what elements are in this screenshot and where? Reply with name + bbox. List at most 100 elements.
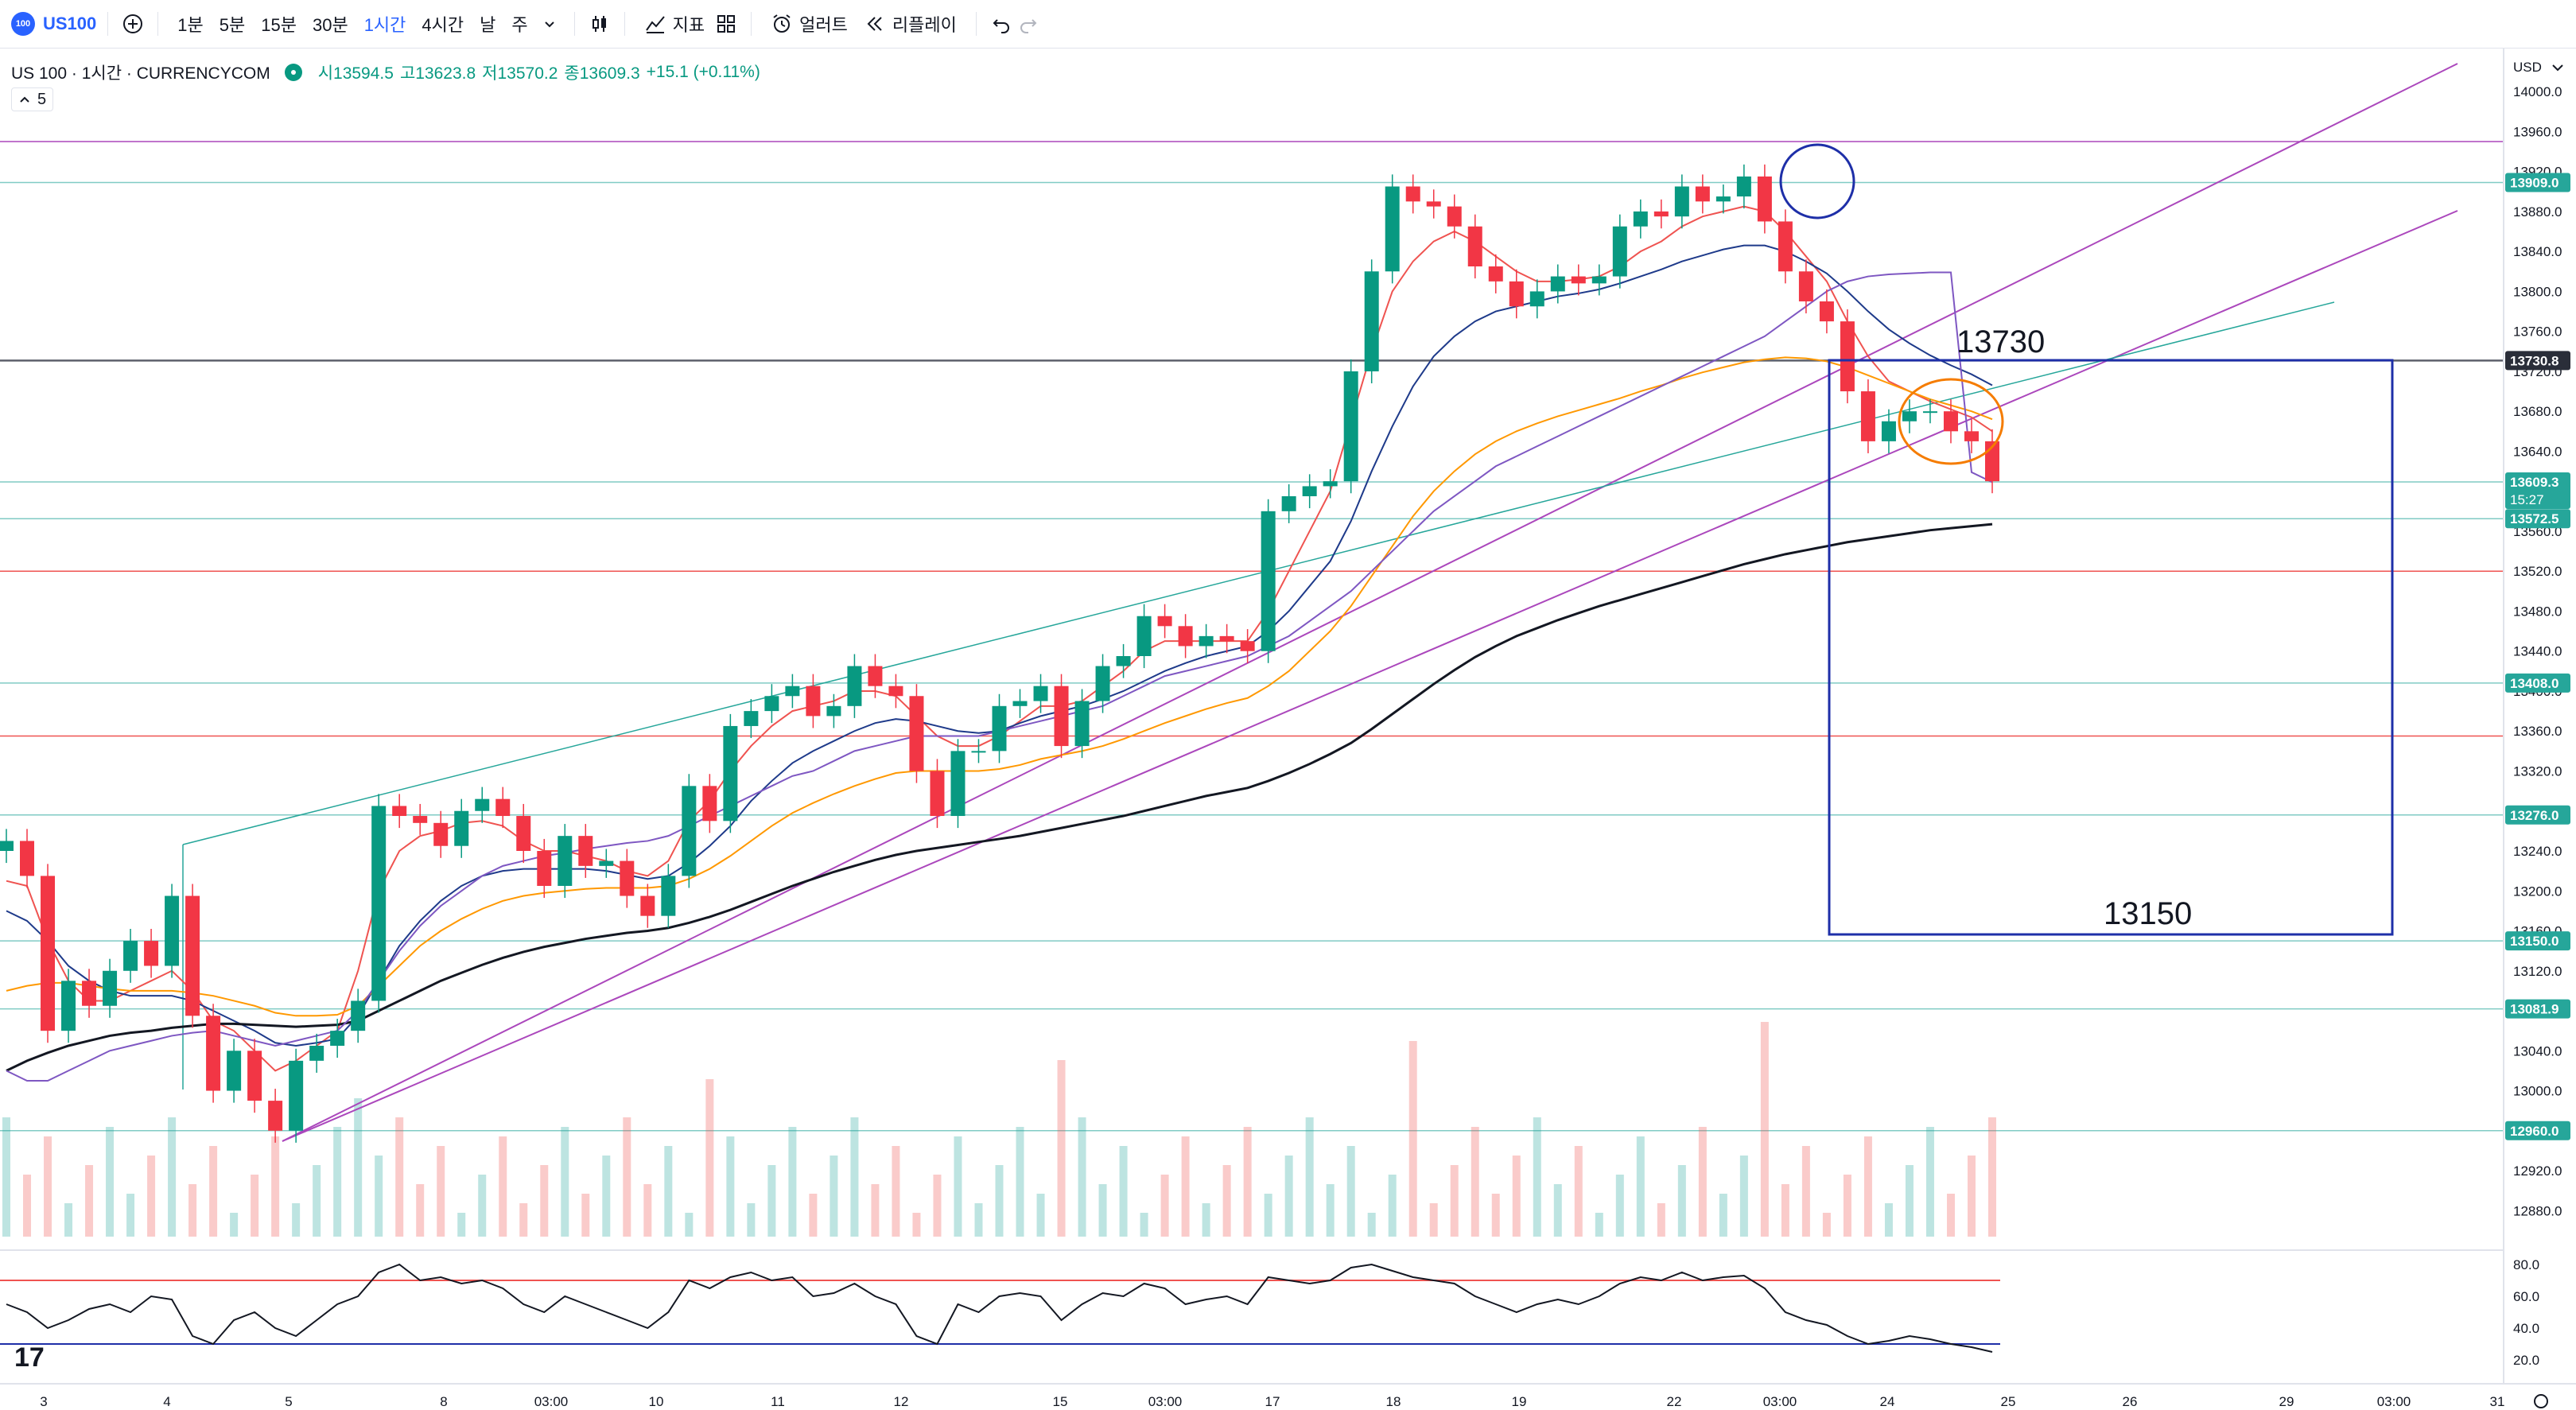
price-level-label: 12960.0 xyxy=(2510,1124,2559,1139)
compare-add-symbol-button[interactable] xyxy=(119,10,146,37)
volume-bar xyxy=(1160,1175,1169,1237)
time-tick-label: 03:00 xyxy=(534,1394,569,1409)
volume-bar xyxy=(1574,1146,1583,1237)
candle-body xyxy=(1323,481,1338,487)
price-level-label: 13408.0 xyxy=(2510,676,2559,691)
volume-bar xyxy=(519,1203,528,1237)
time-tick-label: 29 xyxy=(2279,1394,2294,1409)
candle-body xyxy=(909,696,924,771)
volume-bar xyxy=(1429,1203,1438,1237)
volume-bar xyxy=(912,1213,921,1237)
candle-body xyxy=(1591,276,1607,284)
candle-body xyxy=(1612,226,1627,277)
legend-close: 종13609.3 xyxy=(564,64,640,83)
candle-body xyxy=(1178,626,1193,647)
price-level-label: 13572.5 xyxy=(2510,511,2559,526)
candle-body xyxy=(1199,635,1214,647)
volume-bar xyxy=(1636,1136,1645,1237)
candle-body xyxy=(1364,271,1379,371)
price-tick-label: 13880.0 xyxy=(2513,204,2562,219)
time-tick-label: 11 xyxy=(771,1394,785,1409)
time-tick-label: 22 xyxy=(1667,1394,1682,1409)
alert-label: 얼러트 xyxy=(799,15,848,35)
time-tick-label: 12 xyxy=(894,1394,909,1409)
candle-body xyxy=(1902,411,1917,421)
candle-body xyxy=(1922,411,1937,414)
volume-bar xyxy=(705,1079,714,1237)
volume-bar xyxy=(581,1194,590,1237)
symbol-search-button[interactable]: 100 US100 xyxy=(11,12,96,36)
volume-bar xyxy=(830,1156,838,1237)
candle-body xyxy=(785,686,800,697)
volume-bar xyxy=(1946,1194,1955,1237)
candle-body xyxy=(620,860,635,896)
interval-week[interactable]: 주 xyxy=(511,15,528,35)
candle-body xyxy=(0,841,14,851)
channel-upper-line xyxy=(282,63,2458,1142)
time-tick-label: 3 xyxy=(40,1394,47,1409)
currency-label: USD xyxy=(2513,60,2542,75)
candle-body xyxy=(1778,221,1793,272)
volume-bar xyxy=(1243,1127,1252,1237)
chevron-up-icon xyxy=(20,96,29,103)
interval-1m[interactable]: 1분 xyxy=(177,15,204,35)
visibility-eye-icon[interactable] xyxy=(284,64,302,81)
volume-bar xyxy=(292,1203,301,1237)
price-level-label: 13730.8 xyxy=(2510,353,2559,368)
time-tick-label: 03:00 xyxy=(2377,1394,2411,1409)
indicator-collapse-button[interactable]: 5 xyxy=(11,87,54,111)
ma-purple-line xyxy=(6,271,1993,1082)
volume-bar xyxy=(333,1127,342,1237)
volume-bar xyxy=(1988,1117,1996,1237)
legend-open: 시13594.5 xyxy=(317,64,394,83)
chart-legend: US 100 · 1시간 · CURRENCYCOM 시13594.5 고136… xyxy=(11,60,760,84)
candle-body xyxy=(1054,686,1069,747)
time-tick-label: 19 xyxy=(1512,1394,1527,1409)
candle-body xyxy=(950,751,966,817)
candle-body xyxy=(558,836,573,886)
interval-day[interactable]: 날 xyxy=(480,15,496,35)
undo-button[interactable] xyxy=(988,10,1015,37)
candle-body xyxy=(1695,186,1710,202)
volume-bar xyxy=(1450,1165,1459,1237)
volume-bar xyxy=(1512,1156,1521,1237)
interval-4h[interactable]: 4시간 xyxy=(422,15,464,35)
alert-button[interactable]: 얼러트 xyxy=(763,11,856,37)
chart-canvas[interactable]: 13730 13150 80.0 60.0 40.0 20.0 17 USD 14000.0… xyxy=(0,49,2576,1410)
volume-bar xyxy=(1739,1156,1748,1237)
candle-body xyxy=(309,1046,324,1061)
interval-15m[interactable]: 15분 xyxy=(261,15,297,35)
volume-bar xyxy=(1491,1194,1500,1237)
redo-button[interactable] xyxy=(1015,10,1042,37)
layout-button[interactable] xyxy=(713,10,740,37)
interval-5m[interactable]: 5분 xyxy=(219,15,246,35)
candle-body xyxy=(1467,226,1482,266)
candle-body xyxy=(20,841,35,876)
interval-dropdown-button[interactable] xyxy=(536,10,563,37)
volume-bar xyxy=(685,1213,694,1237)
interval-1h[interactable]: 1시간 xyxy=(363,15,406,35)
interval-30m[interactable]: 30분 xyxy=(312,15,348,35)
annotations: 13730 13150 xyxy=(1779,143,2394,936)
volume-bar xyxy=(1078,1117,1086,1237)
candle-body xyxy=(1219,635,1234,642)
indicators-icon xyxy=(645,16,665,33)
volume-bar xyxy=(85,1165,94,1237)
volume-bar xyxy=(188,1184,197,1237)
top-toolbar: 100 US100 1분 5분 15분 30분 1시간 4시간 날 주 xyxy=(0,0,2576,49)
indicators-button[interactable]: 지표 xyxy=(636,11,713,37)
volume-bar xyxy=(1264,1194,1272,1237)
chart-type-button[interactable] xyxy=(586,10,613,37)
price-tick-label: 13240.0 xyxy=(2513,844,2562,859)
candle-body xyxy=(702,786,717,822)
settings-gear-icon xyxy=(2534,1394,2548,1408)
interval-group: 1분 5분 15분 30분 1시간 4시간 날 주 xyxy=(169,10,562,37)
candle-body xyxy=(1261,511,1276,651)
price-level-tag xyxy=(2505,805,2570,825)
candle-body xyxy=(1033,686,1048,701)
volume-bar xyxy=(933,1175,942,1237)
replay-button[interactable]: 리플레이 xyxy=(856,11,965,37)
chevron-down-icon xyxy=(2552,64,2563,72)
legend-high: 고13623.8 xyxy=(399,64,476,83)
candle-body xyxy=(289,1060,304,1131)
